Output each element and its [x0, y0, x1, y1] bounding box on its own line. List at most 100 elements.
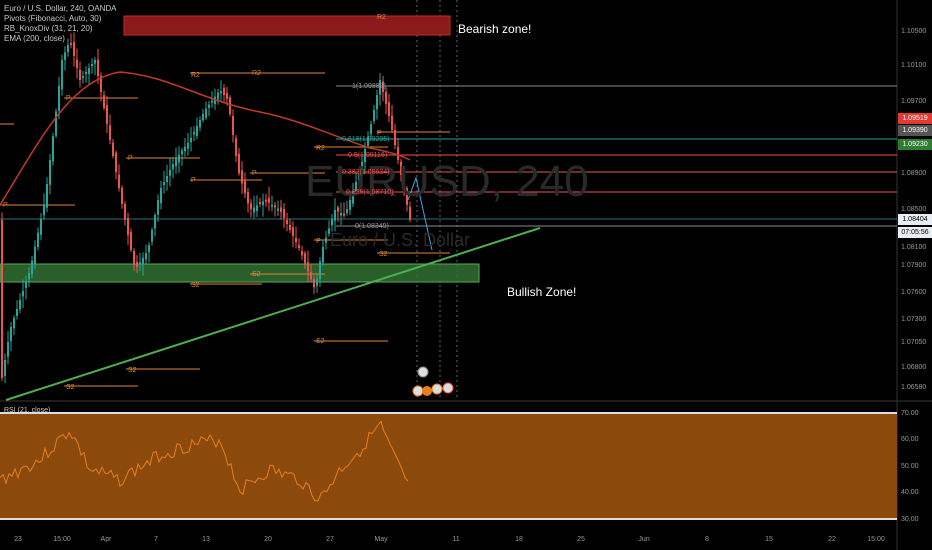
candle-body — [223, 87, 225, 95]
candle-body — [187, 142, 189, 149]
projection-arrow[interactable] — [407, 176, 433, 251]
candle-body — [136, 261, 138, 267]
candle-body — [307, 262, 309, 272]
legend-knoxdiv[interactable]: RB_KnoxDiv (31, 21, 20) — [4, 24, 93, 33]
candle-body — [67, 45, 69, 53]
price-badge-red: 1.09519 — [898, 113, 932, 124]
candle-body — [61, 60, 63, 90]
price-tick: 1.07600 — [901, 289, 927, 296]
fib-label-382: 0.382(1.08934) — [342, 169, 389, 176]
candle-body — [382, 81, 384, 92]
price-badge-gray: 1.09390 — [898, 125, 932, 136]
candle-body — [52, 136, 54, 162]
candle-body — [280, 207, 282, 212]
candle-body — [232, 115, 234, 135]
candle-body — [295, 238, 297, 242]
candle-body — [184, 146, 186, 152]
time-tick: 18 — [515, 536, 523, 543]
current-price-badge: 1.08404 — [898, 214, 932, 225]
fib-label-5: 0.5(1.09116) — [348, 152, 387, 159]
legend-pivots[interactable]: Pivots (Fibonacci, Auto, 30) — [4, 14, 102, 23]
pivot-label-r2: R2 — [377, 14, 386, 21]
candle-body — [169, 170, 171, 176]
candle-body — [205, 108, 207, 118]
bearish-zone-box[interactable] — [123, 15, 451, 36]
rsi-tick: 30.00 — [901, 516, 919, 523]
price-tick: 1.07050 — [901, 339, 927, 346]
time-tick: 15:00 — [53, 536, 71, 543]
legend-ema[interactable]: EMA (200, close) — [4, 34, 65, 43]
pivot-label-p: P — [3, 202, 8, 209]
candle-body — [19, 300, 21, 310]
candle-body — [220, 91, 222, 94]
pivot-label-s2: S2 — [252, 271, 261, 278]
candle-body — [358, 173, 360, 180]
candle-body — [238, 153, 240, 174]
candle-body — [37, 232, 39, 248]
candlestick-series[interactable] — [1, 32, 411, 384]
candle-body — [379, 80, 381, 95]
time-tick: 23 — [14, 536, 22, 543]
price-tick: 1.10100 — [901, 62, 927, 69]
price-tick: 1.06580 — [901, 384, 927, 391]
candle-body — [397, 147, 399, 160]
candle-body — [4, 360, 6, 376]
legend-symbol[interactable]: Euro / U.S. Dollar, 240, OANDA — [4, 4, 117, 13]
candle-body — [40, 218, 42, 235]
pivot-label-p: P — [377, 130, 382, 137]
candle-body — [247, 192, 249, 204]
candle-body — [178, 154, 180, 163]
candle-body — [118, 174, 120, 188]
candle-body — [235, 138, 237, 156]
candle-body — [286, 219, 288, 224]
candle-body — [85, 72, 87, 74]
candle-body — [268, 197, 270, 203]
fib-labels: 1(1.09880) 0.618(1.09295) 0.5(1.09116) 0… — [342, 83, 393, 230]
candle-body — [304, 253, 306, 264]
rsi-title[interactable]: RSI (21, close) — [4, 407, 51, 414]
candle-body — [403, 177, 405, 190]
trendline[interactable] — [5, 227, 541, 401]
candle-body — [340, 213, 342, 216]
candle-body — [58, 85, 60, 111]
candle-body — [283, 208, 285, 218]
candle-body — [355, 182, 357, 193]
candle-body — [181, 150, 183, 155]
fib-levels[interactable] — [336, 85, 897, 227]
rsi-line — [0, 420, 409, 502]
candle-body — [88, 68, 90, 74]
pivot-label-s2: S2 — [191, 282, 200, 289]
pivot-label-p: P — [128, 155, 133, 162]
candle-body — [364, 149, 366, 162]
candle-body — [46, 184, 48, 208]
candle-body — [91, 64, 93, 66]
price-tick: 1.08100 — [901, 244, 927, 251]
price-badge-green: 1.09230 — [898, 139, 932, 150]
candle-body — [94, 60, 96, 64]
candle-body — [202, 114, 204, 121]
candle-body — [400, 161, 402, 175]
pivot-label-s2: S2 — [128, 367, 137, 374]
candle-body — [322, 246, 324, 263]
price-tick: 1.09700 — [901, 98, 927, 105]
candle-body — [166, 176, 168, 182]
bearish-zone-label[interactable]: Bearish zone! — [458, 22, 532, 36]
candle-body — [103, 95, 105, 108]
time-tick: 27 — [326, 536, 334, 543]
candle-body — [190, 138, 192, 143]
price-tick: 1.06800 — [901, 364, 927, 371]
price-tick: 1.07300 — [901, 316, 927, 323]
event-markers[interactable] — [412, 366, 454, 397]
candle-body — [343, 213, 345, 216]
candle-body — [73, 42, 75, 56]
candle-body — [1, 219, 3, 378]
candle-body — [70, 42, 72, 45]
indicator-legend[interactable]: Euro / U.S. Dollar, 240, OANDA Pivots (F… — [4, 4, 117, 44]
candle-body — [34, 246, 36, 265]
candle-body — [265, 199, 267, 202]
bullish-zone-label[interactable]: Bullish Zone! — [507, 285, 577, 299]
bullish-zone-box[interactable] — [0, 263, 480, 283]
time-tick: 25 — [577, 536, 585, 543]
candle-body — [259, 202, 261, 205]
